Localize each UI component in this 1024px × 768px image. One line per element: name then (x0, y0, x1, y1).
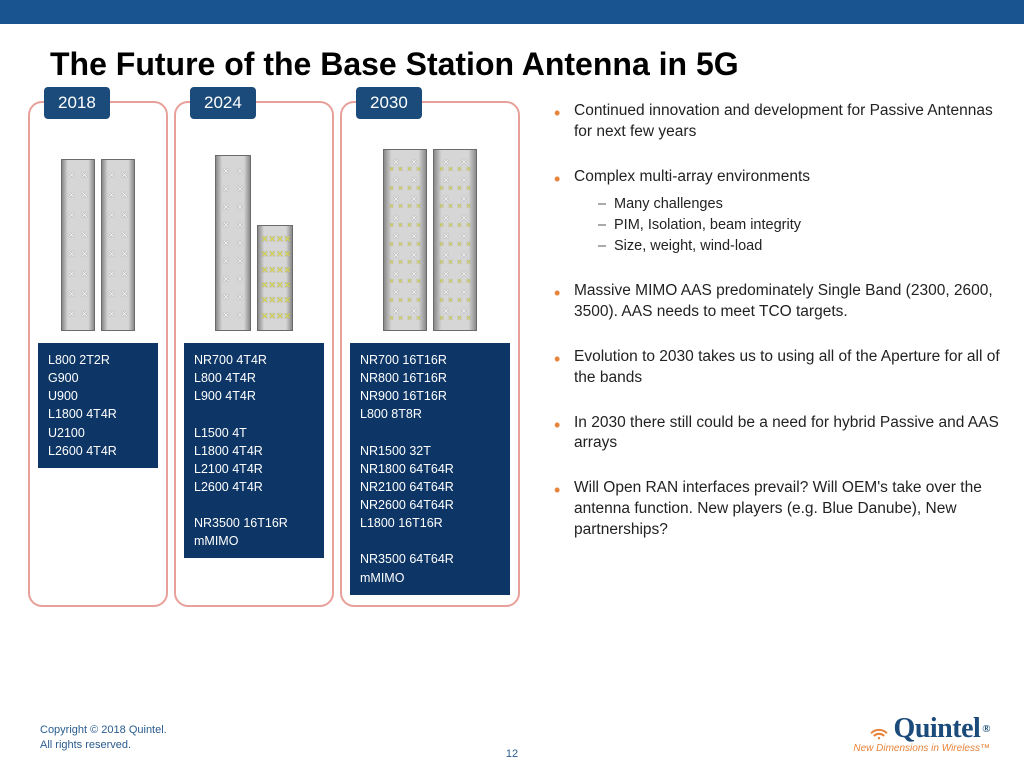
bullet-item: In 2030 there still could be a need for … (548, 413, 1006, 455)
copyright-footer: Copyright © 2018 Quintel. All rights res… (40, 723, 167, 752)
antenna-icon: ✕✕✕✕✕✕✕✕✕✕✕✕✕✕✕✕✕✕✕✕✕✕✕✕✕✕✕✕✕✕✕✕✕✕✕✕✕✕✕✕… (433, 149, 477, 331)
bullet-item: Massive MIMO AAS predominately Single Ba… (548, 281, 1006, 323)
top-bar (0, 0, 1024, 24)
antenna-icon: ✕✕✕✕✕✕✕✕✕✕✕✕✕✕✕✕✕✕✕✕✕✕✕✕✕✕✕✕✕✕✕✕✕✕✕✕✕✕✕✕… (383, 149, 427, 331)
sub-bullet: Many challenges (574, 194, 1006, 215)
logo-text: Quintel (894, 713, 981, 745)
panel-2024: 2024✕✕✕✕✕✕✕✕✕✕✕✕✕✕✕✕✕✕✕✕✕✕✕✕✕✕✕✕✕✕✕✕✕✕✕✕… (174, 101, 334, 607)
antenna-row: ✕✕✕✕✕✕✕✕✕✕✕✕✕✕✕✕✕✕✕✕✕✕✕✕✕✕✕✕✕✕✕✕ (38, 131, 158, 331)
antenna-icon: ✕✕✕✕✕✕✕✕✕✕✕✕✕✕✕✕✕✕ (215, 155, 251, 331)
year-badge: 2024 (190, 87, 256, 119)
page-number: 12 (506, 748, 518, 760)
specs-box: L800 2T2R G900 U900 L1800 4T4R U2100 L26… (38, 343, 158, 468)
wifi-icon (868, 718, 890, 740)
timeline-panels: 2018✕✕✕✕✕✕✕✕✕✕✕✕✕✕✕✕✕✕✕✕✕✕✕✕✕✕✕✕✕✕✕✕L800… (28, 101, 520, 607)
panel-2018: 2018✕✕✕✕✕✕✕✕✕✕✕✕✕✕✕✕✕✕✕✕✕✕✕✕✕✕✕✕✕✕✕✕L800… (28, 101, 168, 607)
brand-logo: Quintel® New Dimensions in Wireless™ (853, 713, 990, 754)
year-badge: 2030 (356, 87, 422, 119)
antenna-icon: ✕✕✕✕✕✕✕✕✕✕✕✕✕✕✕✕✕✕✕✕✕✕✕✕ (257, 225, 293, 331)
copyright-line2: All rights reserved. (40, 738, 167, 752)
slide-title: The Future of the Base Station Antenna i… (0, 24, 1024, 101)
antenna-icon: ✕✕✕✕✕✕✕✕✕✕✕✕✕✕✕✕ (61, 159, 95, 331)
bullet-item: Complex multi-array environmentsMany cha… (548, 167, 1006, 257)
copyright-line1: Copyright © 2018 Quintel. (40, 723, 167, 737)
sub-bullet: Size, weight, wind-load (574, 236, 1006, 257)
content-area: 2018✕✕✕✕✕✕✕✕✕✕✕✕✕✕✕✕✕✕✕✕✕✕✕✕✕✕✕✕✕✕✕✕L800… (0, 101, 1024, 607)
logo-tagline: New Dimensions in Wireless™ (853, 743, 990, 754)
specs-box: NR700 16T16R NR800 16T16R NR900 16T16R L… (350, 343, 510, 595)
bullet-item: Continued innovation and development for… (548, 101, 1006, 143)
antenna-icon: ✕✕✕✕✕✕✕✕✕✕✕✕✕✕✕✕ (101, 159, 135, 331)
bullet-item: Evolution to 2030 takes us to using all … (548, 347, 1006, 389)
antenna-row: ✕✕✕✕✕✕✕✕✕✕✕✕✕✕✕✕✕✕✕✕✕✕✕✕✕✕✕✕✕✕✕✕✕✕✕✕✕✕✕✕… (350, 131, 510, 331)
bullet-list: Continued innovation and development for… (520, 101, 1006, 607)
sub-bullet: PIM, Isolation, beam integrity (574, 215, 1006, 236)
specs-box: NR700 4T4R L800 4T4R L900 4T4R L1500 4T … (184, 343, 324, 558)
year-badge: 2018 (44, 87, 110, 119)
antenna-row: ✕✕✕✕✕✕✕✕✕✕✕✕✕✕✕✕✕✕✕✕✕✕✕✕✕✕✕✕✕✕✕✕✕✕✕✕✕✕✕✕… (184, 131, 324, 331)
panel-2030: 2030✕✕✕✕✕✕✕✕✕✕✕✕✕✕✕✕✕✕✕✕✕✕✕✕✕✕✕✕✕✕✕✕✕✕✕✕… (340, 101, 520, 607)
logo-reg: ® (982, 723, 990, 735)
bullet-item: Will Open RAN interfaces prevail? Will O… (548, 478, 1006, 541)
